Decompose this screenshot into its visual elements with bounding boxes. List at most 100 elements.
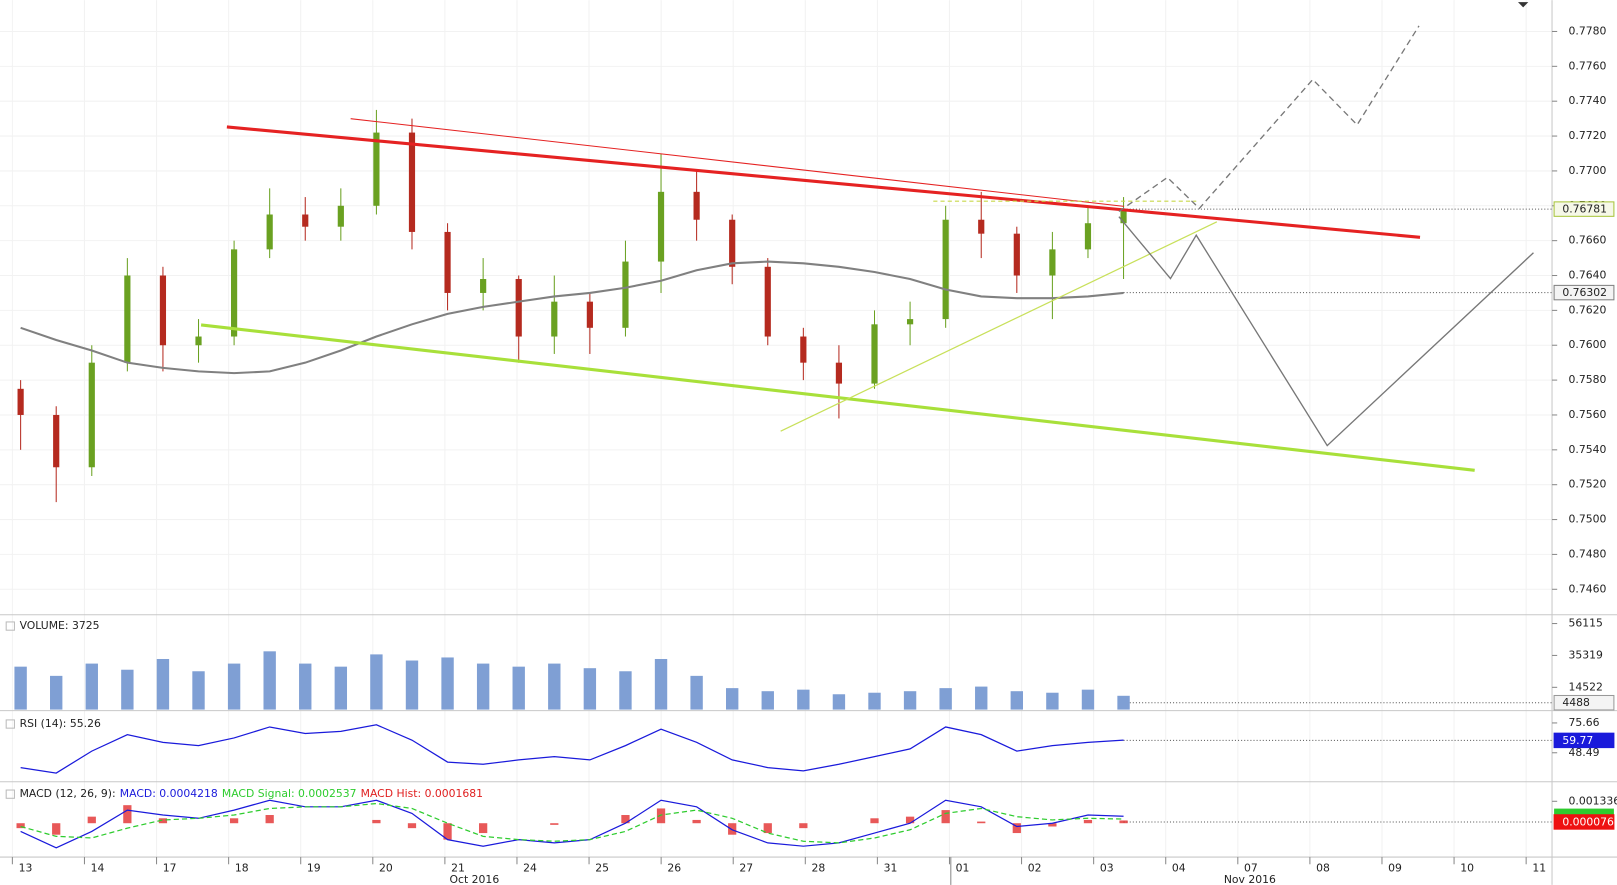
macd-hist [621,815,630,824]
x-tick-label: 03 [1100,861,1114,874]
candle-body [231,249,238,337]
macd-hist [87,816,96,824]
candle-body [871,324,878,384]
volume-bar [14,666,27,710]
x-tick-label: 13 [19,861,33,874]
candle-body [978,219,985,234]
macd-hist [1119,820,1128,824]
rsi-line [20,724,1124,774]
moving-average [20,260,1124,375]
candle-body [444,231,451,293]
x-tick-label: 24 [523,861,537,874]
candle-body [942,219,949,320]
y-tick-label: 0.7660 [1569,234,1607,247]
macd-hist [550,823,559,825]
legend-entry: MACD: 0.0004218 [120,787,218,800]
signal-line [20,802,1124,844]
macd-hist [941,810,950,824]
volume-bar [299,663,312,710]
volume-bar [1046,692,1059,710]
candle-body [622,261,629,328]
macd-hist [1012,823,1021,834]
volume-bar [690,675,703,710]
macd-hist [443,823,452,840]
legend: RSI (14): 55.26 [20,717,101,730]
y-tick-label: 75.66 [1569,716,1600,729]
candle-body [835,362,843,384]
macd-hist [763,823,772,834]
volume-bar [334,666,348,710]
trendlines [200,2,1534,472]
volume-bar [121,669,134,710]
y-tick-label: 0.7600 [1569,338,1607,351]
marks-layer [14,109,1130,849]
volume-bar [441,657,454,710]
volume-bar [726,688,739,710]
macd-hist [656,808,666,824]
volume-bar [1081,689,1095,710]
macd-hist [52,823,61,835]
macd-hist [158,818,168,824]
macd-hist [870,818,879,824]
value-box [1553,732,1615,749]
macd-hist [692,819,701,824]
value-box [1553,201,1615,217]
y-tick-label: 0.7460 [1569,582,1607,595]
x-tick-label: 07 [1244,861,1258,874]
legend-icon [5,621,15,631]
y-tick-label: 0.7540 [1569,443,1607,456]
candle-body [373,132,380,206]
legend-entry: MACD Signal: 0.0002537 [222,787,357,800]
candle-body [480,279,487,293]
y-tick-label: 0.7640 [1569,269,1607,282]
candle-body [1084,223,1092,250]
macd-hist [905,816,915,824]
candle-body [159,275,167,346]
legend: MACD (12, 26, 9): MACD: 0.0004218 MACD Sig… [20,787,483,800]
candle-body [408,132,416,232]
volume-bar [227,663,241,710]
macd-hist [16,823,25,829]
macd-hist [407,823,417,829]
candle-body [88,362,95,468]
volume-bar [548,663,561,710]
candle-body [657,191,665,262]
y-tick-label: 0.7740 [1569,94,1607,107]
volume-bar [405,660,419,710]
volume-bar [1117,695,1130,710]
candle-body [266,214,273,250]
candle-body [17,388,24,415]
x-tick-label: 01 [956,861,970,874]
volume-bar [654,658,668,710]
y-tick-label: 14522 [1569,680,1603,693]
volume-bar [761,691,774,710]
x-tick-label: 10 [1460,861,1474,874]
value-box-label: 0.76302 [1562,286,1607,299]
value-box-label: 0.0000768 [1562,815,1617,828]
volume-bar [832,694,846,710]
value-box-label: 4488 [1562,696,1590,709]
x-tick-label: 11 [1532,861,1546,874]
x-tick-label: 14 [91,861,105,874]
macd-hist [123,805,132,824]
volume-bar [1010,691,1023,710]
legend-entry: MACD Hist: 0.0001681 [361,787,483,800]
value-box [1553,694,1615,711]
menu-arrow[interactable] [1518,2,1529,8]
volume-bar [192,671,205,710]
macd-hist [977,821,986,824]
volume-bar [975,686,988,710]
x-tick-label: 02 [1028,861,1042,874]
x-tick-label: 26 [667,861,681,874]
month-label: Oct 2016 [450,873,500,885]
legend-icon [5,789,15,799]
y-tick-label: 0.7760 [1569,59,1607,72]
macd-hist [1048,823,1057,827]
volume-bar [583,668,597,710]
macd-hist [372,819,381,824]
volume-bar [50,675,63,710]
y-tick-label: 0.7520 [1569,478,1607,491]
candle-body [586,301,593,328]
